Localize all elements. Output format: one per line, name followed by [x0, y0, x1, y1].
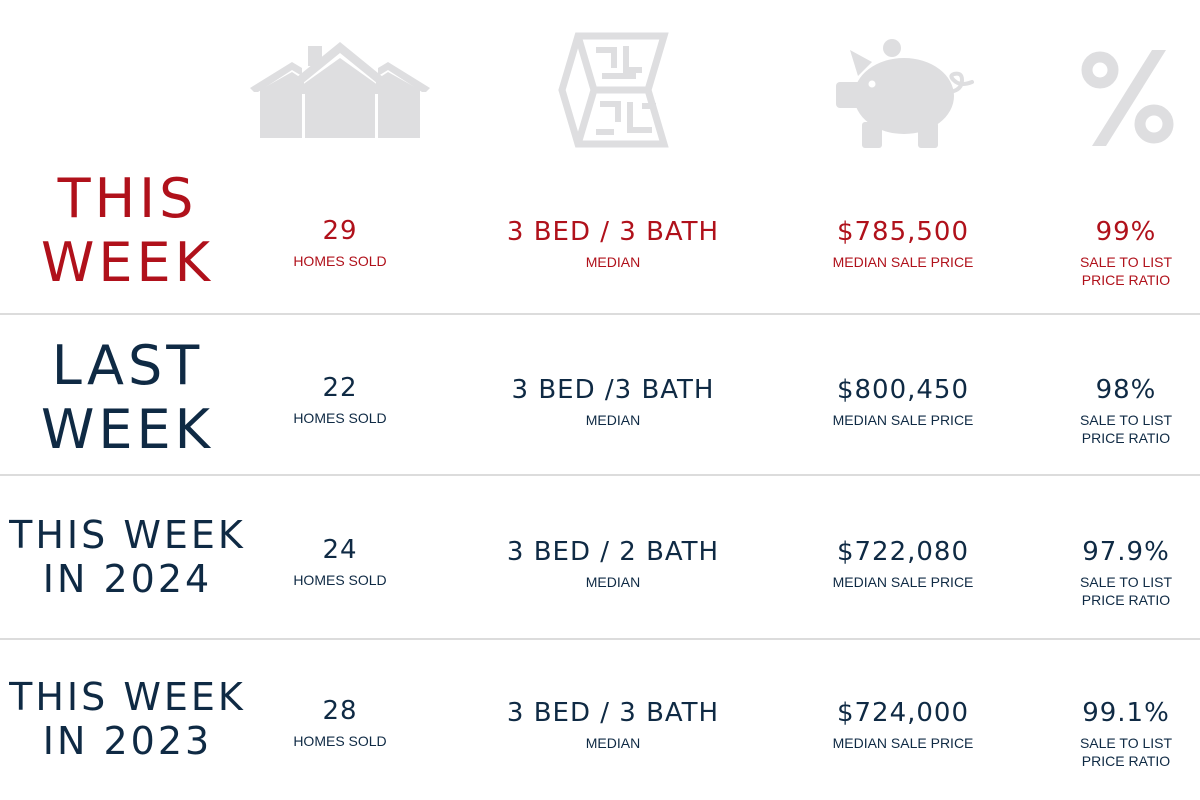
period-label: THIS WEEK IN 2024	[0, 516, 255, 598]
house-icon	[250, 42, 430, 138]
period-line: THIS WEEK	[9, 675, 246, 719]
period-line: IN 2023	[42, 719, 213, 763]
period-line: WEEK	[40, 231, 215, 294]
stats-row-this-week: THIS WEEK 29 HOMES SOLD 3 BED / 3 BATH M…	[0, 160, 1200, 313]
list-ratio-label: SALE TO LIST PRICE RATIO	[1080, 573, 1172, 611]
bed-bath-label: MEDIAN	[585, 253, 641, 270]
bed-bath-stat: 3 BED /3 BATH MEDIAN	[512, 376, 715, 429]
period-line: THIS WEEK	[9, 513, 246, 557]
list-ratio-stat: 98% SALE TO LIST PRICE RATIO	[1080, 376, 1172, 448]
list-ratio-value: 99%	[1095, 217, 1157, 247]
stats-row-last-week: LAST WEEK 22 HOMES SOLD 3 BED /3 BATH ME…	[0, 315, 1200, 473]
period-line: THIS	[57, 167, 198, 230]
sale-price-label: MEDIAN SALE PRICE	[832, 411, 974, 428]
sale-price-label: MEDIAN SALE PRICE	[832, 734, 974, 751]
sale-price-stat: $800,450 MEDIAN SALE PRICE	[833, 376, 974, 429]
period-label: THIS WEEK IN 2023	[0, 678, 255, 760]
row-divider	[0, 313, 1200, 315]
homes-sold-label: HOMES SOLD	[293, 252, 387, 269]
list-ratio-label-line: SALE TO LIST	[1079, 411, 1173, 428]
list-ratio-label: SALE TO LIST PRICE RATIO	[1080, 253, 1172, 291]
row-divider	[0, 474, 1200, 476]
list-ratio-label-line: PRICE RATIO	[1081, 430, 1171, 447]
homes-sold-value: 29	[322, 216, 358, 246]
list-ratio-label-line: PRICE RATIO	[1081, 592, 1171, 609]
sale-price-value: $800,450	[836, 375, 970, 405]
bed-bath-stat: 3 BED / 3 BATH MEDIAN	[507, 218, 719, 271]
sale-price-value: $724,000	[836, 698, 970, 728]
homes-sold-stat: 29 HOMES SOLD	[293, 217, 386, 270]
bed-bath-label: MEDIAN	[585, 573, 641, 590]
piggy-bank-icon	[832, 38, 974, 150]
homes-sold-stat: 28 HOMES SOLD	[293, 697, 386, 750]
list-ratio-label: SALE TO LIST PRICE RATIO	[1080, 411, 1172, 449]
homes-sold-label: HOMES SOLD	[293, 409, 387, 426]
homes-sold-value: 28	[322, 696, 358, 726]
period-line: IN 2024	[42, 557, 213, 601]
bed-bath-value: 3 BED /3 BATH	[511, 375, 715, 405]
homes-sold-value: 22	[322, 373, 358, 403]
icon-header	[0, 0, 1200, 160]
sale-price-value: $785,500	[836, 217, 970, 247]
percent-icon	[1080, 50, 1176, 146]
sale-price-stat: $724,000 MEDIAN SALE PRICE	[833, 699, 974, 752]
list-ratio-stat: 99.1% SALE TO LIST PRICE RATIO	[1080, 699, 1172, 771]
bed-bath-label: MEDIAN	[585, 734, 641, 751]
period-line: WEEK	[40, 398, 215, 461]
period-line: LAST	[51, 334, 204, 397]
list-ratio-stat: 97.9% SALE TO LIST PRICE RATIO	[1080, 538, 1172, 610]
sale-price-stat: $722,080 MEDIAN SALE PRICE	[833, 538, 974, 591]
list-ratio-value: 99.1%	[1082, 698, 1170, 728]
bed-bath-value: 3 BED / 3 BATH	[506, 698, 720, 728]
list-ratio-label-line: SALE TO LIST	[1079, 573, 1173, 590]
list-ratio-label-line: PRICE RATIO	[1081, 272, 1171, 289]
row-divider	[0, 638, 1200, 640]
sale-price-label: MEDIAN SALE PRICE	[832, 253, 974, 270]
list-ratio-label: SALE TO LIST PRICE RATIO	[1080, 734, 1172, 772]
bed-bath-label: MEDIAN	[585, 411, 641, 428]
homes-sold-stat: 24 HOMES SOLD	[293, 536, 386, 589]
bed-bath-value: 3 BED / 2 BATH	[506, 537, 720, 567]
sale-price-value: $722,080	[836, 537, 970, 567]
list-ratio-label-line: PRICE RATIO	[1081, 753, 1171, 770]
bed-bath-value: 3 BED / 3 BATH	[506, 217, 720, 247]
stats-row-2024: THIS WEEK IN 2024 24 HOMES SOLD 3 BED / …	[0, 476, 1200, 638]
homes-sold-label: HOMES SOLD	[293, 571, 387, 588]
bed-bath-stat: 3 BED / 2 BATH MEDIAN	[507, 538, 719, 591]
bed-bath-stat: 3 BED / 3 BATH MEDIAN	[507, 699, 719, 752]
list-ratio-label-line: SALE TO LIST	[1079, 734, 1173, 751]
sale-price-label: MEDIAN SALE PRICE	[832, 573, 974, 590]
list-ratio-value: 97.9%	[1082, 537, 1170, 567]
period-label: THIS WEEK	[0, 172, 255, 290]
list-ratio-stat: 99% SALE TO LIST PRICE RATIO	[1080, 218, 1172, 290]
homes-sold-value: 24	[322, 535, 358, 565]
homes-sold-stat: 22 HOMES SOLD	[293, 374, 386, 427]
floor-plan-icon	[556, 32, 672, 148]
sale-price-stat: $785,500 MEDIAN SALE PRICE	[833, 218, 974, 271]
list-ratio-value: 98%	[1095, 375, 1157, 405]
list-ratio-label-line: SALE TO LIST	[1079, 253, 1173, 270]
stats-row-2023: THIS WEEK IN 2023 28 HOMES SOLD 3 BED / …	[0, 641, 1200, 800]
period-label: LAST WEEK	[0, 339, 255, 457]
homes-sold-label: HOMES SOLD	[293, 732, 387, 749]
